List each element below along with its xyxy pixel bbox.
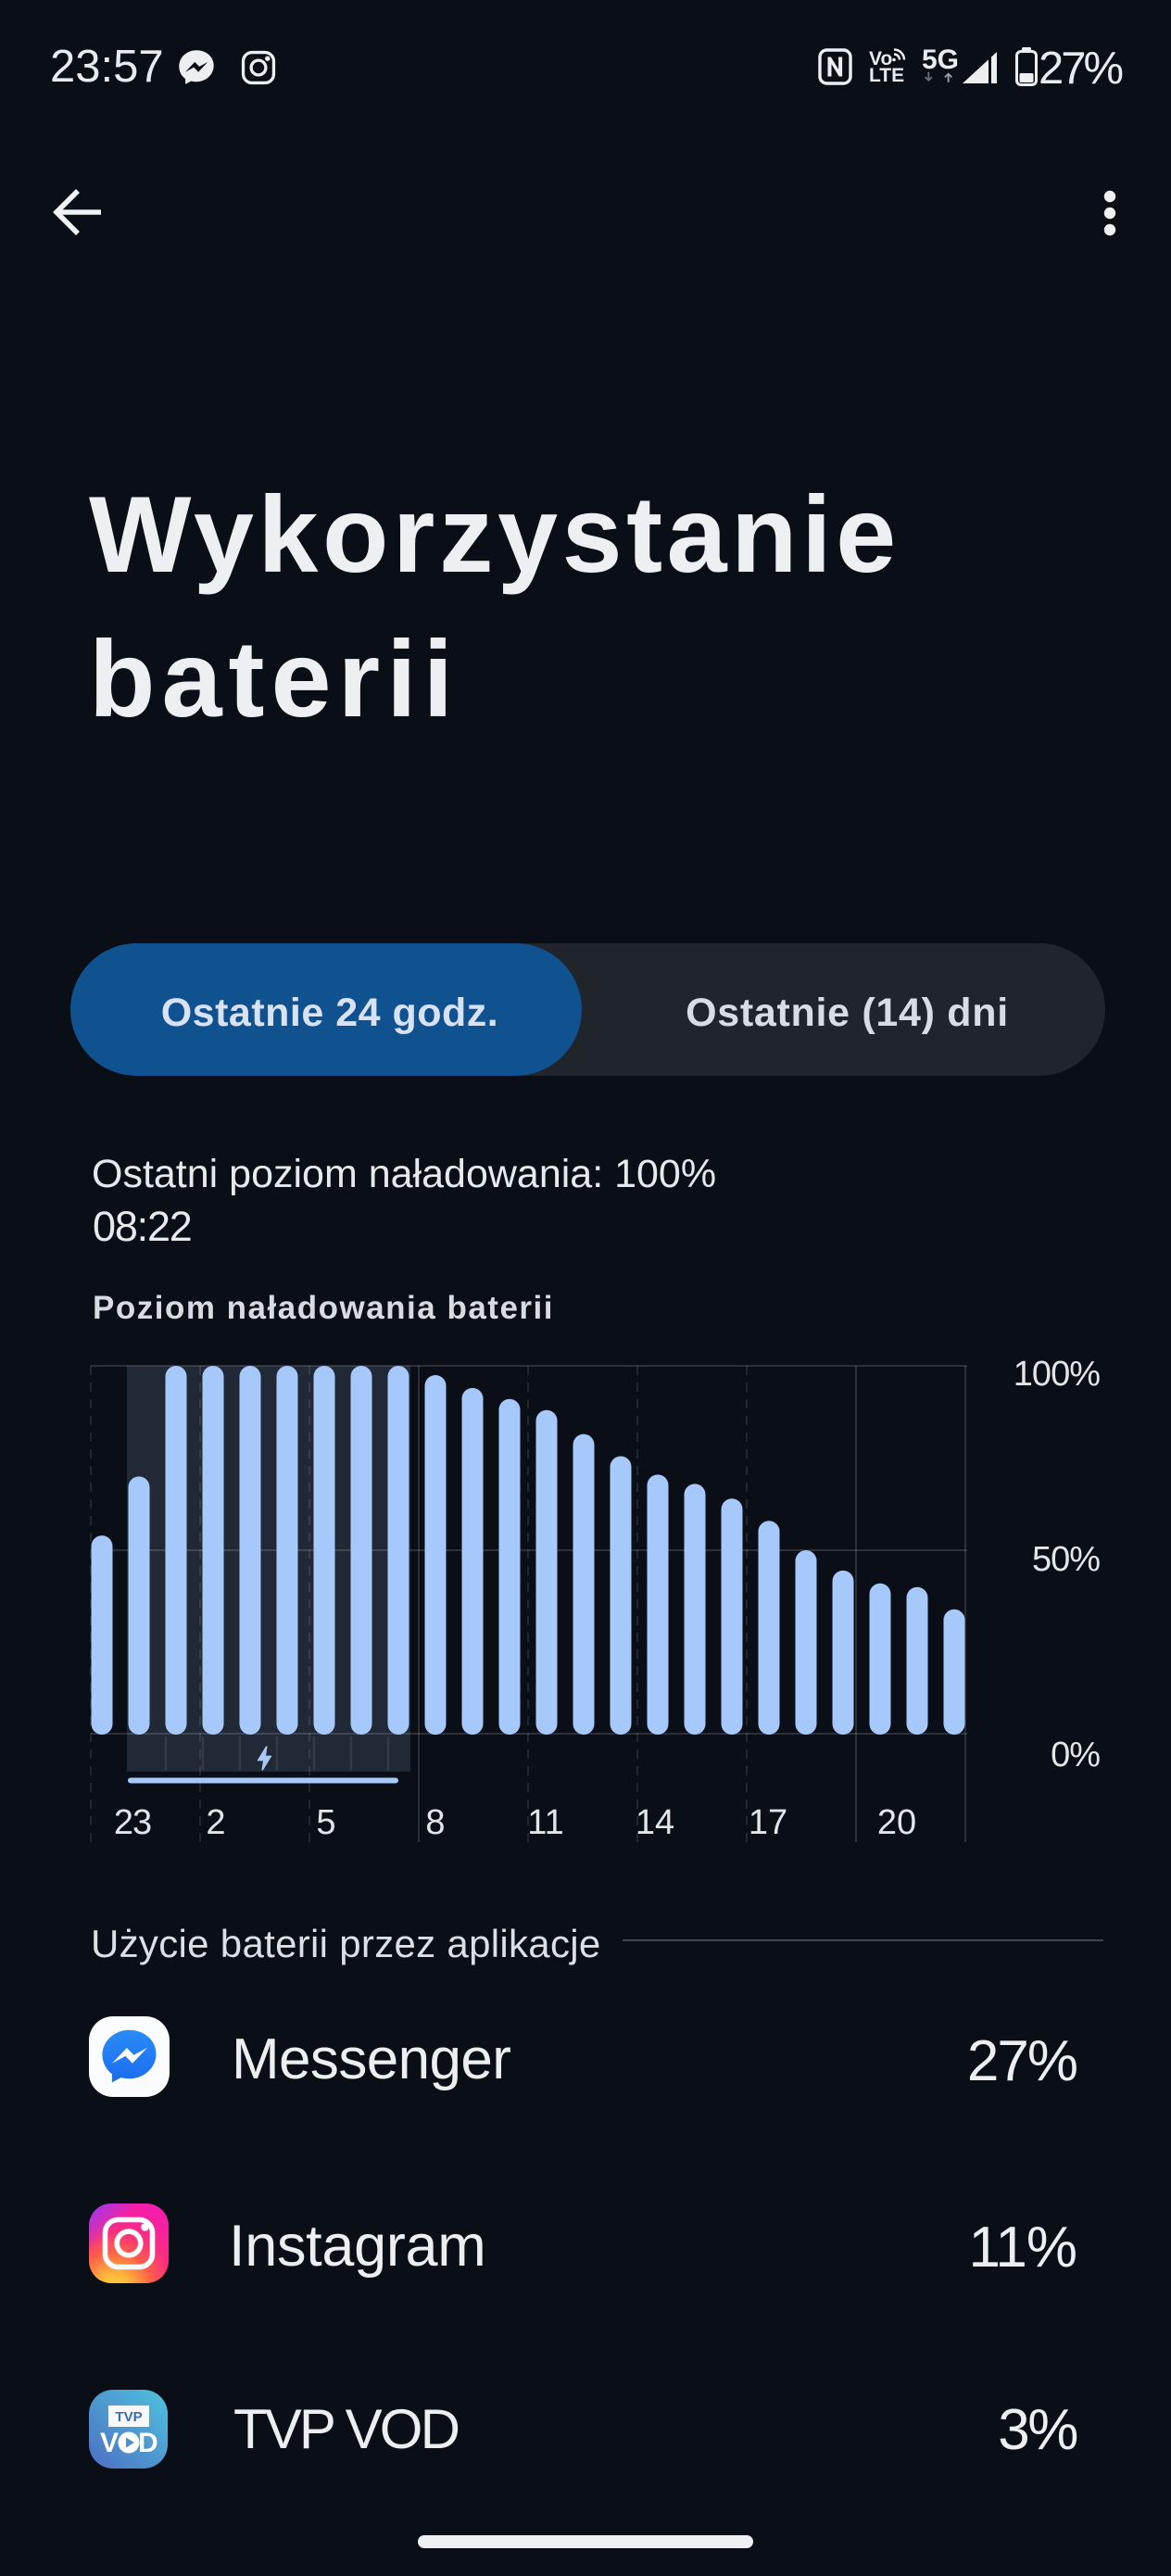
svg-text:11: 11 bbox=[527, 1803, 563, 1842]
svg-text:TVP: TVP bbox=[115, 2409, 142, 2425]
svg-text:D: D bbox=[138, 2428, 158, 2458]
svg-text:23: 23 bbox=[114, 1803, 151, 1842]
svg-text:8: 8 bbox=[425, 1803, 445, 1842]
svg-text:100%: 100% bbox=[1014, 1355, 1100, 1394]
svg-text:14: 14 bbox=[636, 1803, 674, 1842]
svg-text:50%: 50% bbox=[1032, 1540, 1100, 1579]
svg-text:0%: 0% bbox=[1051, 1736, 1100, 1774]
svg-text:20: 20 bbox=[877, 1803, 916, 1842]
svg-text:2: 2 bbox=[206, 1803, 225, 1842]
svg-text:17: 17 bbox=[749, 1803, 787, 1842]
svg-text:V: V bbox=[100, 2428, 119, 2458]
svg-text:5: 5 bbox=[316, 1803, 335, 1842]
